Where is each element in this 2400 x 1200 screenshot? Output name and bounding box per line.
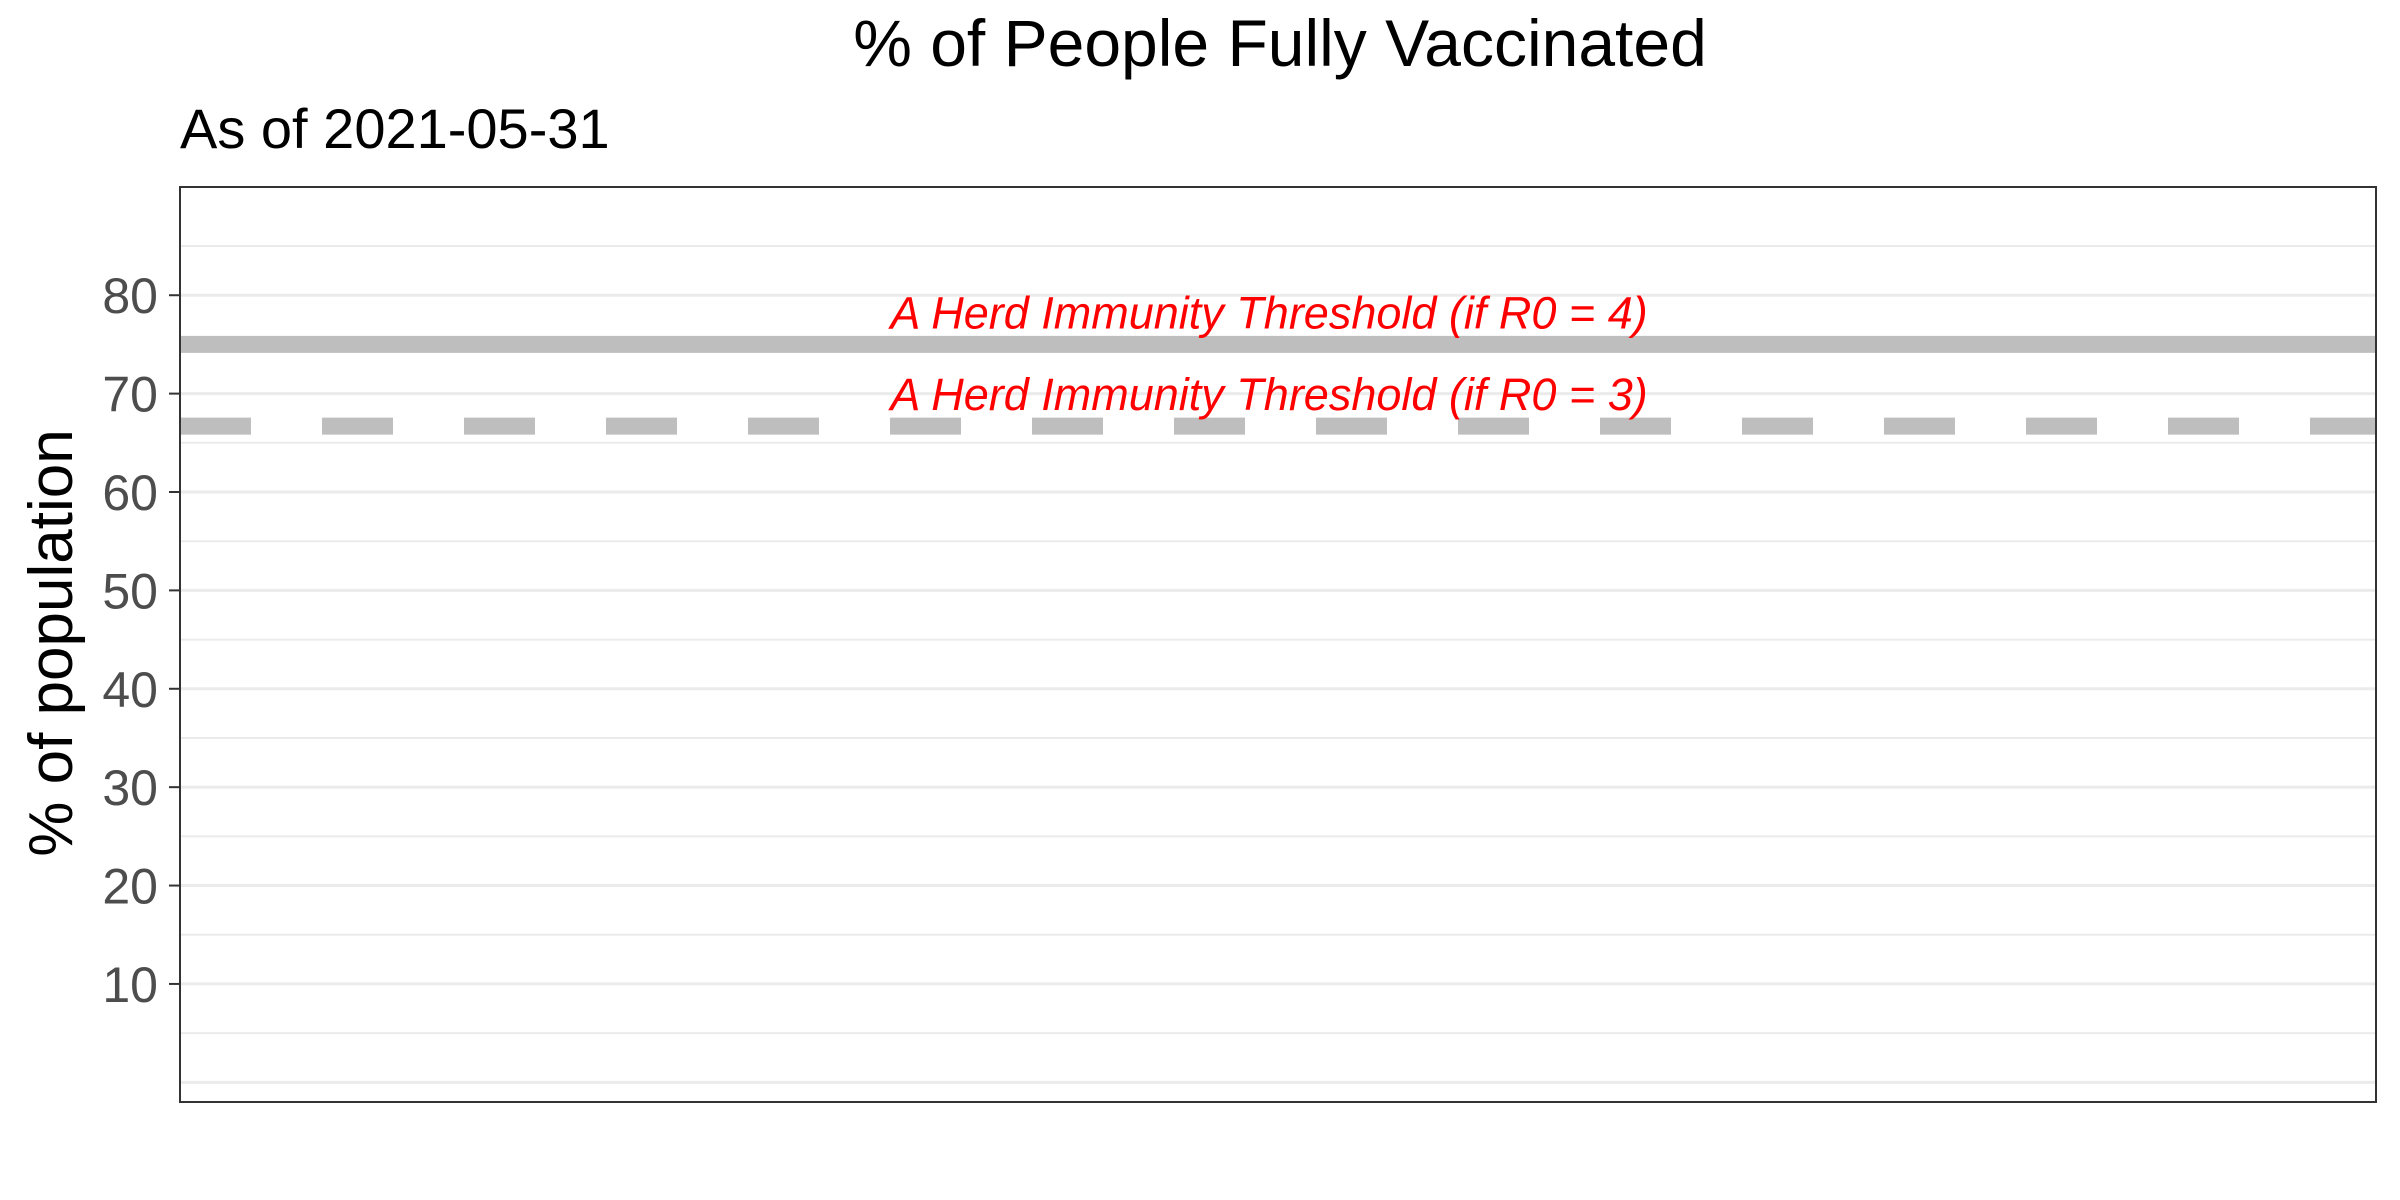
y-tick-label: 10 [102, 957, 158, 1013]
chart-subtitle: As of 2021-05-31 [180, 97, 610, 160]
annotations: A Herd Immunity Threshold (if R0 = 4) A H… [887, 287, 1647, 420]
reference-line-label: A Herd Immunity Threshold (if R0 = 4) [887, 287, 1647, 338]
chart-title: % of People Fully Vaccinated [853, 6, 1707, 80]
y-tick-label: 50 [102, 563, 158, 619]
y-tick-label: 40 [102, 662, 158, 718]
y-tick-label: 60 [102, 465, 158, 521]
reference-lines [180, 335, 2376, 435]
y-tick-label: 70 [102, 367, 158, 423]
plot-border [179, 186, 2377, 1103]
y-tick-label: 80 [102, 268, 158, 324]
y-axis-label: % of population [17, 429, 86, 856]
reference-line-label: A Herd Immunity Threshold (if R0 = 3) [887, 369, 1647, 420]
plot-area: A Herd Immunity Threshold (if R0 = 4) A H… [179, 186, 2377, 1103]
y-tick-label: 20 [102, 859, 158, 915]
major-gridlines [180, 293, 2376, 1084]
y-tick-label: 30 [102, 760, 158, 816]
y-axis: 10 20 30 40 50 60 70 80 [102, 268, 180, 1013]
